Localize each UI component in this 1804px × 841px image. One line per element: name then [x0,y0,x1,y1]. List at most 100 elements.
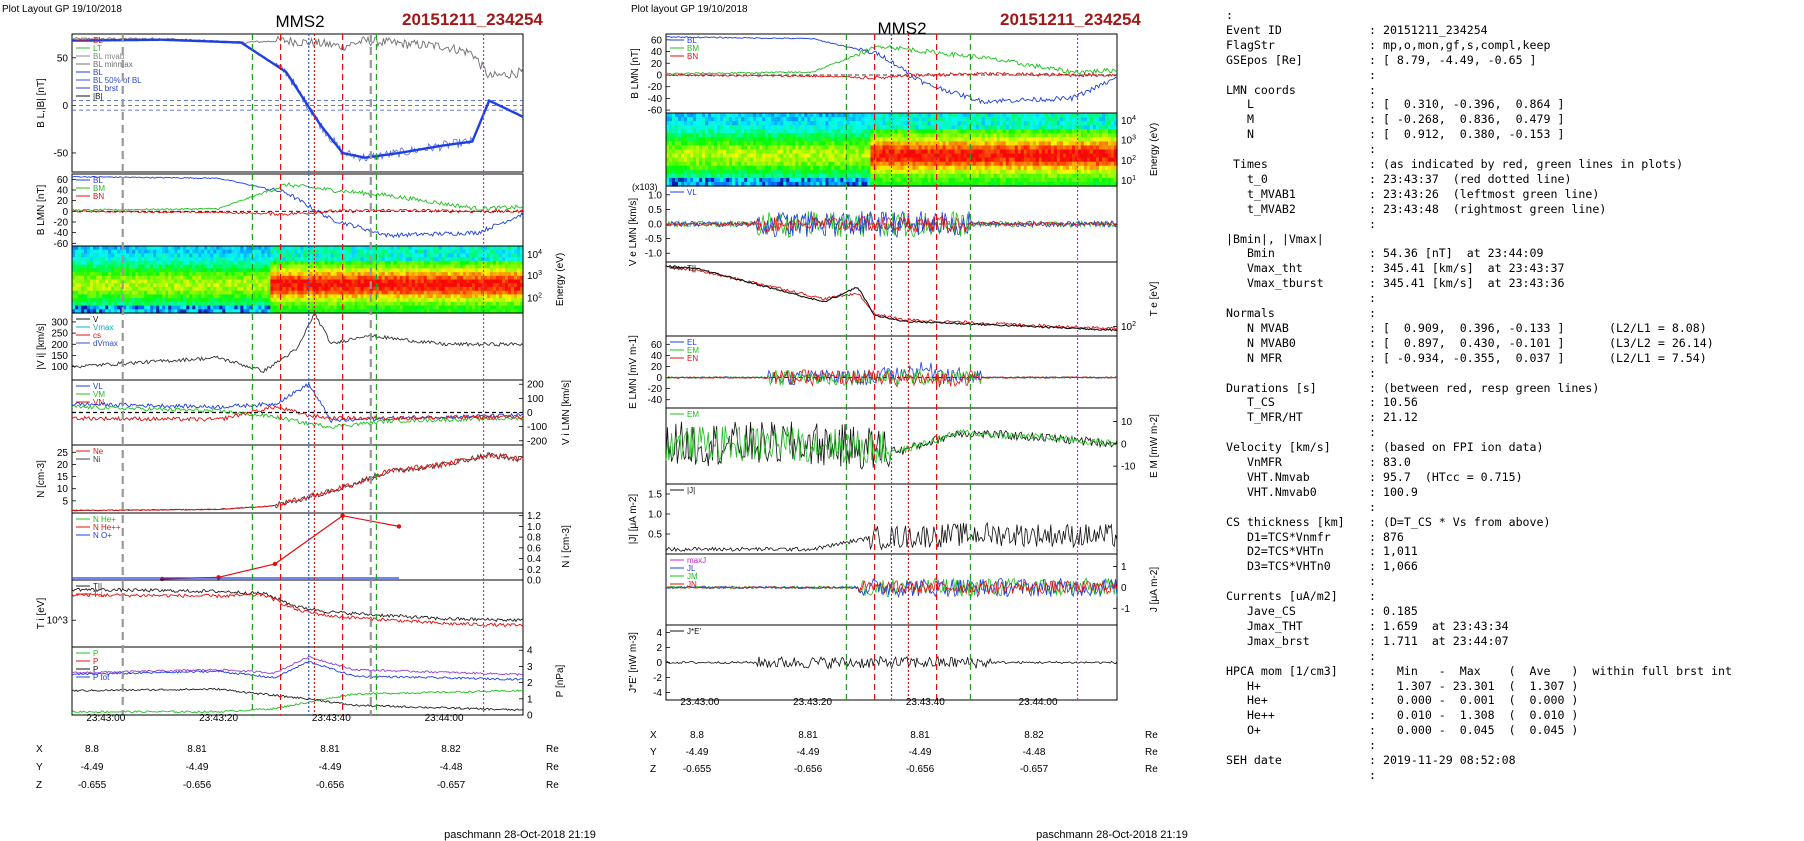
summary-key: SEH date [1226,753,1282,767]
summary-line: L: [ 0.310, -0.396, 0.864 ] [1226,97,1798,112]
summary-value: : [ -0.934, -0.355, 0.037 ] [1369,350,1565,365]
panel-e-ylabel: E LMN [mV m-1] [628,335,639,409]
panel-density-legend-entry: Ne [93,447,104,456]
summary-key: Jmax_brst [1226,633,1310,648]
position-value: 8.82 [441,744,461,755]
panel-pressure-ytick-label: 2 [527,678,533,689]
panel-minor-ions-legend-entry: N O+ [93,531,112,540]
position-row-name: Z [650,764,656,775]
panel-minor-ions-ytick-label: 0.2 [527,565,541,576]
panel-jlmn-ylabel: J [μA m-2] [1149,567,1160,612]
summary-key: VnMFR [1226,455,1282,469]
panel-em-ytick-label: -10 [1121,462,1136,473]
panel-bl-legend-entry: LT [93,44,102,53]
panel-e-legend-entry: EL [687,338,697,347]
position-value: 8.81 [910,730,930,741]
summary-key: H+ [1226,678,1261,693]
spectrogram-ytick-label: 101 [1121,175,1136,187]
summary-value: : 1,066 [1369,559,1418,574]
panel-ve-ytick-label: 1.0 [648,190,662,201]
summary-key: t_MVAB2 [1226,201,1296,216]
summary-value: : [1369,574,1376,589]
summary-value: : 20151211_234254 [1369,22,1488,37]
panel-b-ytick-label: -60 [648,106,663,117]
summary-value: : 876 [1369,529,1404,544]
ion-spectrogram [72,246,524,314]
panel-density-ytick-label: 15 [57,472,69,483]
panel-jlmn-ytick-label: -1 [1121,604,1130,615]
e-spectrogram-ylabel: Energy (eV) [1149,123,1160,176]
summary-key: D3=TCS*VHTn0 [1226,559,1331,574]
summary-value: : 83.0 [1369,455,1411,469]
summary-line: : [1226,142,1798,157]
summary-value: : [1369,291,1376,306]
summary-line: M: [ -0.268, 0.836, 0.479 ] [1226,112,1798,127]
em-green-line [665,425,1118,465]
summary-note: (L2/L1 = 7.54) [1609,350,1707,365]
summary-value: : (based on FPI ion data) [1369,440,1544,455]
panel-bl-frame [71,33,524,173]
bl-line [71,175,524,239]
panel-density-ytick-label: 5 [62,496,68,507]
summary-line: Normals: [1226,306,1798,321]
panel-em-legend-entry: EM [687,410,699,419]
summary-key: Bmin [1226,246,1275,261]
panel-bl-legend-entry: BL brst [93,84,119,93]
summary-line: VnMFR : 83.0 [1226,455,1798,470]
panel-pressure-legend-entry: P [93,649,98,658]
summary-key: N [1226,127,1254,142]
panel-electron-temp-legend-entry: T|| [687,264,696,273]
panel-vi-legend-entry: cs [93,331,101,340]
panel-vlmn-ytick-label: -200 [527,436,547,447]
left-spacecraft-title: MMS2 [275,12,324,31]
panel-e-ytick-label: -40 [648,395,663,406]
panel-vi-ylabel: |V i| [km/s] [36,323,47,370]
panel-vi-legend-entry: V [93,315,99,324]
panel-minor-ions-legend-entry: N He++ [93,523,121,532]
position-value: -4.49 [686,747,709,758]
xtick-label: 23:43:00 [86,713,125,724]
position-value: 8.82 [1024,730,1044,741]
summary-value: : [1369,738,1376,753]
summary-line: Bmin: 54.36 [nT] at 23:44:09 [1226,246,1798,261]
panel-ion-temp: 10^3T i [eV] T||T⊥ [36,579,524,648]
xtick-label: 23:44:00 [425,713,464,724]
panel-blmn-ytick-label: 40 [57,186,69,197]
summary-value: : 1,011 [1369,544,1418,559]
panel-vi-ytick-label: 150 [51,351,68,362]
summary-key: M [1226,112,1254,127]
panel-pressure-ytick-label: 3 [527,662,533,673]
panel-je-ytick-label: -2 [653,673,662,684]
panel-pressure-legend-entry: P [93,657,98,666]
panel-vlmn-legend-entry: VM [93,390,105,399]
summary-value: : [ 0.310, -0.396, 0.864 ] [1369,97,1565,112]
panel-ion-temp-legend-entry: T|| [93,582,102,591]
panel-ve: 1.0 0.5 0.0 -0.5 -1.0 V e LMN [km/s] (x103) VL [628,182,1118,266]
summary-key: N MVAB0 [1226,335,1296,350]
panel-ve-ytick-label: -1.0 [645,249,663,260]
summary-line: SEH date: 2019-11-29 08:52:08 [1226,753,1798,768]
panel-ion-temp-legend-entry: T⊥ [93,590,105,599]
position-value: -0.656 [316,780,345,791]
summary-value: : 0.185 [1369,604,1418,618]
panel-je-legend-entry: J*E' [687,627,701,636]
panel-pressure-ylabel: P [nPa] [555,664,566,697]
position-value: -0.655 [78,780,107,791]
xtick-label: 23:43:20 [793,697,832,708]
summary-value: : 0.010 - 1.308 ( 0.010 ) [1369,708,1579,723]
panel-density-ylabel: N [cm-3] [36,460,47,498]
panel-minor-ions-ytick-label: 0.8 [527,533,541,544]
summary-key: T_MFR/HT [1226,410,1303,425]
xtick-label: 23:43:00 [680,697,719,708]
panel-bl-ylabel: B L,|B| [nT] [36,78,47,128]
summary-value: : (between red, resp green lines) [1369,380,1600,395]
summary-key: D2=TCS*VHTn [1226,544,1324,559]
panel-je-ytick-label: -4 [653,688,662,699]
position-value: -4.49 [797,747,820,758]
summary-line: D2=TCS*VHTn : 1,011 [1226,544,1798,559]
summary-line: : [1226,738,1798,753]
